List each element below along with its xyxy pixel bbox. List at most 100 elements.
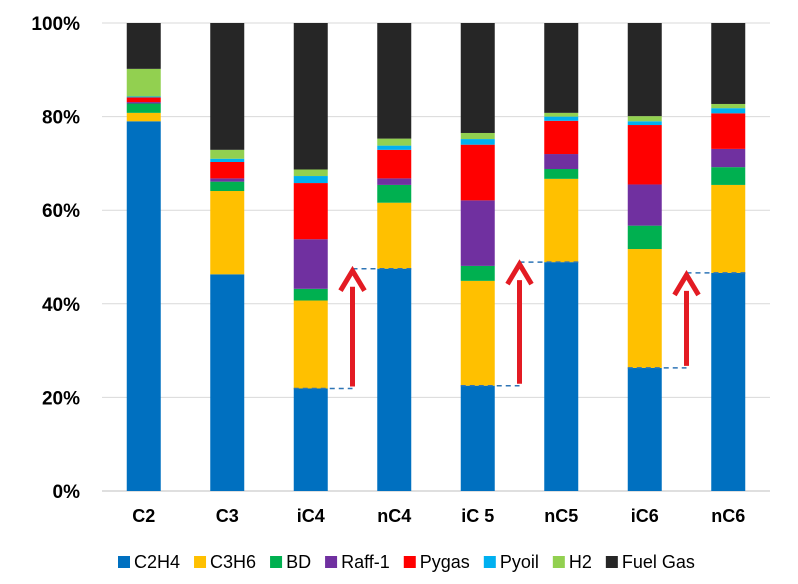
x-tick-label: C3: [216, 506, 239, 526]
legend-swatch: [325, 556, 338, 568]
bar-segment-h2: [544, 112, 579, 117]
legend-swatch: [605, 556, 618, 568]
y-tick-label: 80%: [42, 108, 80, 129]
x-tick-label: C2: [132, 506, 155, 526]
bar-segment-c2h4: [460, 385, 495, 491]
bar-segment-c2h4: [711, 272, 746, 491]
bar-segment-bd: [293, 288, 328, 301]
x-tick-label: iC4: [297, 506, 325, 526]
bar-segment-pygas: [544, 120, 579, 155]
bar-segment-c3h6: [210, 191, 245, 275]
bar-segment-raff-1: [293, 239, 328, 289]
bar-segment-h2: [627, 116, 662, 122]
bar-segment-pyoil: [377, 145, 412, 150]
x-tick-label: nC5: [544, 506, 578, 526]
bar-segment-fuel-gas: [210, 23, 245, 150]
bar-segment-bd: [210, 181, 245, 192]
bar-segment-c3h6: [293, 300, 328, 389]
x-tick-label: nC6: [711, 506, 745, 526]
y-tick-label: 0%: [53, 482, 81, 503]
axes: 0% 20% 40% 60% 80% 100% C2 C3 iC4 nC4 iC 5 nC5 iC6 nC…: [31, 14, 770, 526]
bar-segment-fuel-gas: [544, 23, 579, 113]
bar-segment-fuel-gas: [293, 23, 328, 170]
bar-segment-bd: [627, 225, 662, 250]
increase-arrow-head: [338, 265, 367, 292]
legend-swatch: [194, 556, 207, 568]
bar-segment-pygas: [711, 113, 746, 149]
bar-segment-pygas: [627, 125, 662, 185]
bar-segment-pygas: [126, 97, 161, 103]
bar-segment-bd: [711, 167, 746, 185]
bar-segment-raff-1: [544, 154, 579, 170]
legend-swatch: [552, 556, 565, 568]
y-tick-label: 60%: [42, 201, 80, 222]
bar-segment-pyoil: [627, 121, 662, 126]
gridlines: [102, 22, 770, 398]
legend-label: C2H4: [134, 552, 180, 572]
annotations: [293, 259, 746, 390]
bar-segment-c3h6: [377, 202, 412, 269]
bar-segment-c3h6: [627, 249, 662, 368]
legend-label: H2: [569, 552, 592, 572]
bar-segment-h2: [377, 138, 412, 146]
bar-segment-raff-1: [377, 178, 412, 185]
bar-segment-fuel-gas: [126, 23, 161, 69]
bar-segment-pygas: [377, 149, 412, 179]
bar-segment-h2: [711, 103, 746, 109]
bar-segment-c3h6: [711, 184, 746, 273]
y-tick-label: 20%: [42, 388, 80, 409]
bar-segment-pyoil: [544, 116, 579, 121]
bar-segment-fuel-gas: [460, 23, 495, 133]
bar-segment-h2: [293, 169, 328, 177]
bar-segment-raff-1: [627, 184, 662, 226]
bar-segment-raff-1: [711, 148, 746, 168]
legend-label: Pyoil: [500, 552, 539, 572]
legend-swatch: [270, 556, 283, 568]
bar-segment-h2: [210, 149, 245, 159]
bar-segment-raff-1: [126, 102, 161, 104]
x-tick-label: iC6: [631, 506, 659, 526]
y-tick-label: 40%: [42, 295, 80, 316]
x-tick-label: iC 5: [461, 506, 494, 526]
bar-segment-pyoil: [293, 176, 328, 184]
bar-segment-bd: [126, 103, 161, 113]
bar-segment-c3h6: [460, 280, 495, 386]
bar-segment-bd: [544, 169, 579, 179]
bar-segment-c2h4: [210, 274, 245, 491]
bar-segment-pyoil: [711, 108, 746, 114]
x-tick-label: nC4: [377, 506, 411, 526]
bar-segment-pygas: [210, 161, 245, 179]
increase-arrow-head: [505, 259, 534, 286]
bar-segment-pygas: [460, 144, 495, 201]
y-tick-label: 100%: [31, 14, 80, 35]
bars: [126, 23, 746, 491]
bar-segment-bd: [377, 184, 412, 203]
bar-segment-raff-1: [210, 178, 245, 182]
bar-segment-c2h4: [293, 388, 328, 491]
legend-swatch: [118, 556, 130, 568]
legend: C2H4 C3H6 BD Raff-1 Pygas Pyoil H2 Fuel Gas: [118, 552, 695, 572]
legend-label: BD: [286, 552, 311, 572]
legend-label: Pygas: [420, 552, 470, 572]
bar-segment-fuel-gas: [377, 23, 412, 139]
bar-segment-fuel-gas: [711, 23, 746, 104]
bar-segment-c3h6: [126, 112, 161, 122]
bar-segment-c2h4: [544, 262, 579, 491]
bar-segment-pygas: [293, 183, 328, 240]
bar-segment-bd: [460, 265, 495, 281]
bar-segment-fuel-gas: [627, 23, 662, 117]
bar-segment-c2h4: [627, 367, 662, 491]
increase-arrow-head: [672, 270, 701, 297]
legend-swatch: [483, 556, 496, 568]
bar-segment-pyoil: [126, 96, 161, 98]
legend-label: Fuel Gas: [622, 552, 695, 572]
bar-segment-c3h6: [544, 178, 579, 263]
bar-segment-h2: [460, 132, 495, 140]
bar-segment-c2h4: [377, 268, 412, 491]
legend-swatch: [403, 556, 416, 568]
legend-label: C3H6: [210, 552, 256, 572]
bar-segment-pyoil: [210, 158, 245, 162]
legend-label: Raff-1: [341, 552, 390, 572]
bar-segment-pyoil: [460, 139, 495, 145]
